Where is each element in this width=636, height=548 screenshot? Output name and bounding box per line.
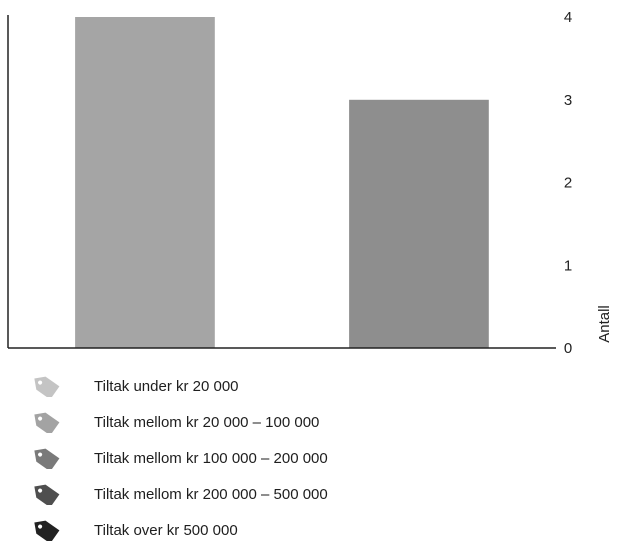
bar-chart: 0 1 2 3 4 Antall [7,9,613,357]
legend-item: Tiltak mellom kr 20 000 – 100 000 [30,404,450,440]
legend: Tiltak under kr 20 000 Tiltak mellom kr … [30,368,450,548]
legend-label: Tiltak mellom kr 20 000 – 100 000 [94,413,320,431]
price-tag-icon [34,376,60,397]
y-axis-label: Antall [596,305,613,343]
legend-label: Tiltak mellom kr 100 000 – 200 000 [94,449,328,467]
y-tick-label: 2 [564,175,572,192]
y-tick-labels: 0 1 2 3 4 [564,9,572,357]
bars-group [75,17,489,349]
legend-item: Tiltak mellom kr 100 000 – 200 000 [30,440,450,476]
y-tick-label: 1 [564,257,572,274]
legend-item: Tiltak over kr 500 000 [30,512,450,548]
bar [75,17,215,348]
legend-label: Tiltak over kr 500 000 [94,521,238,539]
price-tag-icon [34,448,60,469]
y-tick-label: 0 [564,340,572,357]
price-tag-icon [34,412,60,433]
legend-item: Tiltak under kr 20 000 [30,368,450,404]
legend-item: Tiltak mellom kr 200 000 – 500 000 [30,476,450,512]
y-tick-label: 4 [564,9,572,26]
legend-label: Tiltak under kr 20 000 [94,377,239,395]
y-tick-label: 3 [564,92,572,109]
price-tag-icon [34,520,60,541]
bar [349,99,489,349]
price-tag-icon [34,484,60,505]
legend-label: Tiltak mellom kr 200 000 – 500 000 [94,485,328,503]
